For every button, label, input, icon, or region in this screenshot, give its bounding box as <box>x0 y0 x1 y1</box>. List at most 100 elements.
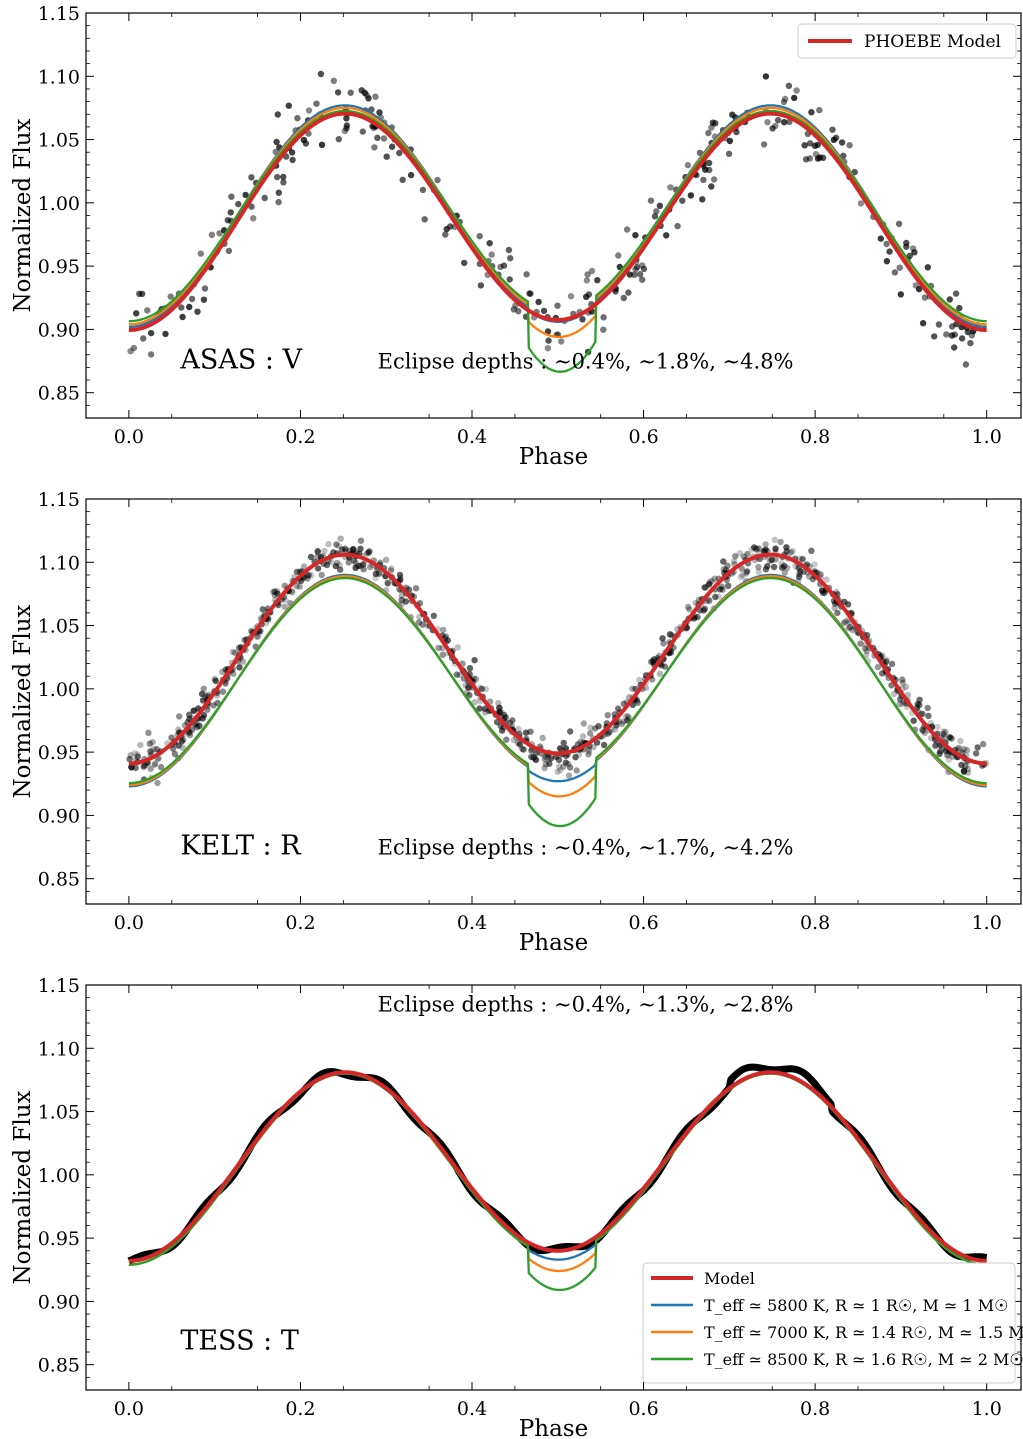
data-point <box>476 233 483 240</box>
data-point <box>134 753 141 760</box>
data-point <box>640 265 648 273</box>
data-point <box>377 559 384 566</box>
data-point <box>204 706 211 713</box>
data-point <box>572 754 579 761</box>
data-point <box>477 282 485 289</box>
data-point <box>126 755 133 763</box>
x-tick-label: 0.8 <box>800 912 830 934</box>
data-point <box>711 575 718 582</box>
data-point <box>600 741 608 749</box>
data-point <box>799 556 806 563</box>
data-point <box>289 156 296 164</box>
data-point <box>202 692 209 699</box>
data-point <box>235 200 242 208</box>
data-point <box>532 756 539 763</box>
data-point <box>557 767 564 774</box>
data-point <box>832 134 840 141</box>
data-point <box>883 240 890 248</box>
data-point <box>330 77 337 85</box>
data-point <box>593 739 601 746</box>
data-point <box>280 173 287 181</box>
y-tick-label: 0.90 <box>38 805 80 827</box>
y-tick-label: 0.85 <box>38 383 80 405</box>
data-point <box>453 671 461 678</box>
data-point <box>254 633 261 640</box>
data-point <box>546 760 553 767</box>
data-point <box>516 741 524 748</box>
data-point <box>733 128 740 136</box>
data-point <box>725 150 733 157</box>
data-point <box>891 269 899 276</box>
data-point <box>897 696 904 703</box>
data-point <box>916 696 923 703</box>
series-high_teff <box>128 576 987 828</box>
data-point <box>663 232 670 239</box>
data-point <box>256 629 263 636</box>
data-point <box>216 230 223 237</box>
data-point <box>383 153 390 160</box>
survey-label: ASAS : V <box>179 345 302 376</box>
data-point <box>793 87 800 94</box>
data-point <box>527 290 534 297</box>
data-point <box>801 142 808 149</box>
data-point <box>647 197 655 204</box>
data-point <box>626 271 633 278</box>
data-point <box>285 102 292 109</box>
y-tick-label: 1.05 <box>38 1102 80 1124</box>
data-point <box>476 705 483 712</box>
data-point <box>523 271 530 278</box>
data-point <box>964 747 971 754</box>
y-tick-label: 1.00 <box>38 679 80 701</box>
data-point <box>624 717 631 724</box>
x-axis-label: Phase <box>519 930 588 956</box>
x-axis-label: Phase <box>519 444 588 470</box>
data-point <box>910 717 917 724</box>
data-point <box>380 135 388 142</box>
x-tick-label: 0.2 <box>285 1398 315 1420</box>
x-tick-label: 0.4 <box>457 1398 487 1420</box>
data-point <box>259 606 266 613</box>
data-point <box>755 568 762 576</box>
data-point <box>823 576 830 583</box>
data-point <box>275 189 282 196</box>
data-point <box>649 657 656 664</box>
legend-label-mid_teff: T_eff ≃ 7000 K, R ≃ 1.4 R☉, M ≃ 1.5 M☉ <box>704 1323 1023 1342</box>
data-point <box>219 688 227 695</box>
data-point <box>781 119 788 126</box>
data-point <box>335 136 342 143</box>
data-point <box>972 750 980 757</box>
x-tick-label: 1.0 <box>972 912 1002 934</box>
data-point <box>834 609 841 617</box>
legend-label: PHOEBE Model <box>864 32 1001 52</box>
data-point <box>502 714 510 721</box>
y-tick-label: 0.95 <box>38 256 80 278</box>
data-point <box>208 231 216 238</box>
data-point <box>679 197 686 204</box>
data-point <box>154 779 161 787</box>
data-point <box>419 621 426 628</box>
x-tick-label: 0.6 <box>628 426 658 448</box>
data-point <box>153 746 160 753</box>
data-point <box>225 247 233 255</box>
data-point <box>282 596 289 604</box>
data-point <box>227 209 234 216</box>
data-point <box>821 589 828 596</box>
data-point <box>415 619 423 626</box>
data-point <box>194 308 201 315</box>
data-point <box>604 712 611 719</box>
data-point <box>355 562 362 569</box>
data-point <box>535 298 542 306</box>
x-tick-label: 0.0 <box>114 912 144 934</box>
data-point <box>899 679 907 686</box>
data-point <box>466 692 473 699</box>
data-point <box>175 726 182 733</box>
data-point <box>883 258 891 265</box>
data-point <box>940 728 947 735</box>
data-point <box>147 329 155 337</box>
data-point <box>623 226 631 233</box>
data-point <box>273 138 280 146</box>
data-point <box>573 767 580 774</box>
data-point <box>585 748 593 755</box>
data-point <box>736 549 744 557</box>
eclipse-depth-label: Eclipse depths : ∼0.4%, ∼1.3%, ∼2.8% <box>378 993 794 1017</box>
